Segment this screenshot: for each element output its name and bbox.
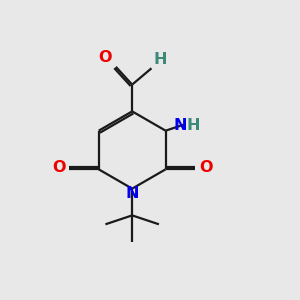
Text: N: N	[125, 186, 139, 201]
Text: H: H	[186, 118, 200, 133]
Text: N: N	[173, 118, 187, 133]
Text: O: O	[98, 50, 111, 65]
Text: H: H	[154, 52, 167, 68]
Text: O: O	[199, 160, 212, 175]
Text: O: O	[52, 160, 65, 175]
